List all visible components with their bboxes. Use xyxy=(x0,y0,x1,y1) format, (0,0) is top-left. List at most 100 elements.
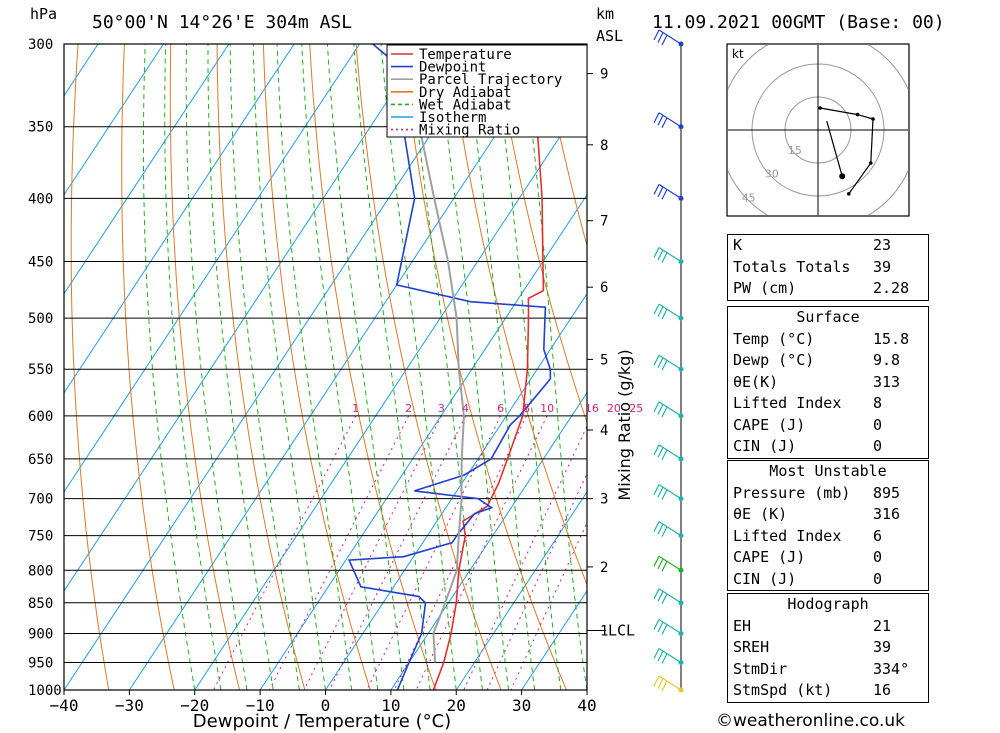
mixing-ratio-label: 3 xyxy=(438,402,445,415)
stat-value: 316 xyxy=(873,505,901,523)
stat-label: Lifted Index xyxy=(733,526,842,545)
mixing-ratio-line xyxy=(329,415,466,690)
stat-value: 15.8 xyxy=(873,329,910,348)
barb-shaft xyxy=(658,303,682,319)
barb-shaft xyxy=(658,247,682,263)
legend-label: Wet Adiabat xyxy=(419,97,512,113)
barb-shaft xyxy=(658,354,682,370)
stat-value: 2.28 xyxy=(873,279,910,297)
wind-barb xyxy=(653,303,682,320)
stat-row: θE (K) 316 xyxy=(728,504,928,526)
pressure-tick-label: 900 xyxy=(28,626,53,642)
stat-label: SREH xyxy=(733,638,770,656)
stat-row: CIN (J) 0 xyxy=(728,436,928,458)
mixing-ratio-label: 8 xyxy=(523,402,530,415)
wet-adiabat-line xyxy=(142,44,196,690)
isotherm-line xyxy=(128,44,557,690)
barb-flag xyxy=(661,252,668,263)
wet-adiabat-line xyxy=(207,44,274,690)
stat-label: θE(K) xyxy=(733,372,779,391)
mixing-ratio-label: 25 xyxy=(629,402,643,415)
hodograph-point xyxy=(869,161,873,165)
barb-flag xyxy=(661,308,668,320)
isotherm-line xyxy=(64,44,361,493)
wind-barb xyxy=(653,29,682,46)
height-unit-top: km xyxy=(596,5,614,23)
wind-barb xyxy=(653,647,682,664)
location-title: 50°00'N 14°26'E 304m ASL xyxy=(92,12,352,33)
mixing-ratio-label: 4 xyxy=(462,402,469,415)
barb-flag xyxy=(657,357,664,368)
wind-barb xyxy=(653,555,682,572)
barb-shaft xyxy=(658,588,682,604)
dewpoint-series xyxy=(347,44,552,690)
stat-value: 0 xyxy=(873,548,883,566)
stat-value: 23 xyxy=(873,236,892,254)
storm-motion-arrow xyxy=(826,121,843,177)
wind-barb xyxy=(653,618,682,635)
isotherm-line xyxy=(64,44,295,394)
barb-flag xyxy=(661,34,668,46)
mixing-ratio-labels: 1 2 3 4 6 8 10 16 20 25 xyxy=(352,402,643,415)
barb-shaft xyxy=(658,675,682,691)
barb-flag xyxy=(661,526,668,537)
pressure-tick-label: 300 xyxy=(28,37,53,53)
barb-flag xyxy=(657,306,664,317)
wind-barb xyxy=(653,484,682,500)
stat-label: K xyxy=(733,236,743,254)
barb-flag xyxy=(657,32,664,43)
barb-flag xyxy=(653,588,660,600)
barb-flag xyxy=(657,558,664,570)
mixing-ratio-label: 1 xyxy=(352,402,359,415)
hodograph-point xyxy=(818,106,822,110)
barb-shaft xyxy=(658,618,682,634)
barb-flag xyxy=(653,556,660,567)
stat-row: CIN (J) 0 xyxy=(728,569,928,591)
isotherm-line xyxy=(325,292,587,690)
barb-flag xyxy=(661,189,668,200)
stat-value: 39 xyxy=(873,638,892,656)
km-tick-label: 7 xyxy=(600,214,608,230)
x-tick-label: −30 xyxy=(115,696,144,715)
wet-adiabat-line xyxy=(276,44,353,690)
barb-flag xyxy=(661,449,668,461)
most-unstable-panel: Most Unstable Pressure (mb) 895 θE (K) 316 Li… xyxy=(727,460,929,591)
stat-row: CAPE (J) 0 xyxy=(728,547,928,569)
panel-title: Surface xyxy=(796,308,860,326)
mixing-ratio-label: 6 xyxy=(497,402,504,415)
stat-value: 334° xyxy=(873,659,910,678)
isotherm-line xyxy=(455,490,587,690)
stat-label: CAPE (J) xyxy=(733,415,806,434)
wet-adiabat-line xyxy=(164,44,222,690)
mixing-ratio-label: 20 xyxy=(607,402,621,415)
stat-label: StmSpd (kt) xyxy=(733,681,833,699)
wet-adiabat-line xyxy=(436,44,510,690)
barb-flag xyxy=(653,247,660,258)
barb-shaft xyxy=(658,555,682,571)
stat-value: 9.8 xyxy=(873,351,901,369)
hodograph-point xyxy=(847,192,851,196)
stat-value: 313 xyxy=(873,372,901,391)
barb-flag xyxy=(653,112,660,123)
stat-value: 8 xyxy=(873,394,883,412)
stat-value: 0 xyxy=(873,437,883,455)
lcl-label: LCL xyxy=(608,621,635,639)
temperature-series xyxy=(432,44,545,690)
x-tick-label: 0 xyxy=(321,696,331,715)
wind-barb xyxy=(653,354,682,371)
pressure-tick-label: 550 xyxy=(28,362,53,378)
barb-flag xyxy=(661,117,668,128)
stat-label: PW (cm) xyxy=(733,279,797,297)
dry-adiabat-line xyxy=(958,44,1000,690)
stat-row: Lifted Index 6 xyxy=(728,526,928,548)
profiles xyxy=(347,44,552,690)
mixing-ratio-line xyxy=(303,415,442,690)
stat-value: 16 xyxy=(873,681,892,699)
stat-value: 895 xyxy=(873,483,901,502)
barb-flag xyxy=(657,486,664,498)
wet-adiabat-line xyxy=(493,44,562,690)
mixing-ratio-label: 16 xyxy=(585,402,599,415)
barb-flag xyxy=(661,561,668,572)
